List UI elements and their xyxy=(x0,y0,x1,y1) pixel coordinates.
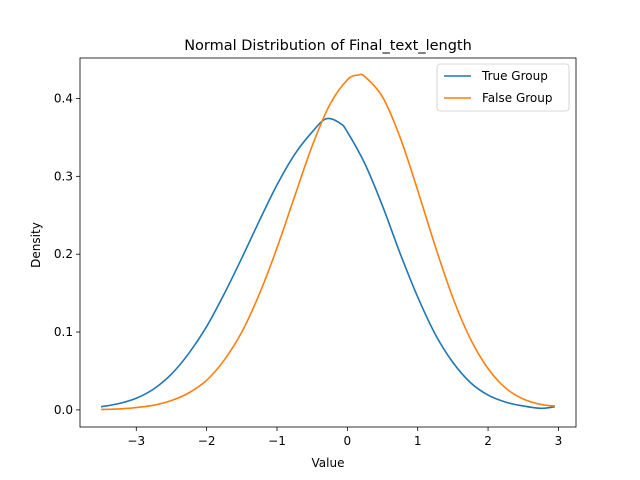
x-tick-label: −2 xyxy=(198,434,216,448)
y-axis-label: Density xyxy=(29,222,43,268)
x-axis: −3 −2 −1 0 1 2 3 xyxy=(127,427,562,448)
x-tick-label: −1 xyxy=(268,434,286,448)
y-tick-label: 0.4 xyxy=(54,91,73,105)
x-tick-label: 0 xyxy=(344,434,352,448)
series-line-2 xyxy=(101,73,555,411)
x-tick-label: −3 xyxy=(127,434,145,448)
y-tick-label: 0.3 xyxy=(54,169,73,183)
x-tick-label: 2 xyxy=(484,434,492,448)
y-tick-label: 0.0 xyxy=(54,403,73,417)
series-layer xyxy=(100,73,555,411)
legend-label-2: False Group xyxy=(482,91,552,105)
y-axis: 0.0 0.1 0.2 0.3 0.4 xyxy=(54,91,80,417)
chart-title: Normal Distribution of Final_text_length xyxy=(184,38,472,54)
x-tick-label: 3 xyxy=(555,434,563,448)
legend-label-1: True Group xyxy=(481,69,548,83)
plot-frame xyxy=(79,57,577,428)
x-axis-label: Value xyxy=(312,456,345,470)
series-line-1 xyxy=(100,117,555,410)
x-tick-label: 1 xyxy=(414,434,422,448)
legend: True Group False Group xyxy=(436,63,570,112)
y-tick-label: 0.2 xyxy=(54,247,73,261)
y-tick-label: 0.1 xyxy=(54,325,73,339)
